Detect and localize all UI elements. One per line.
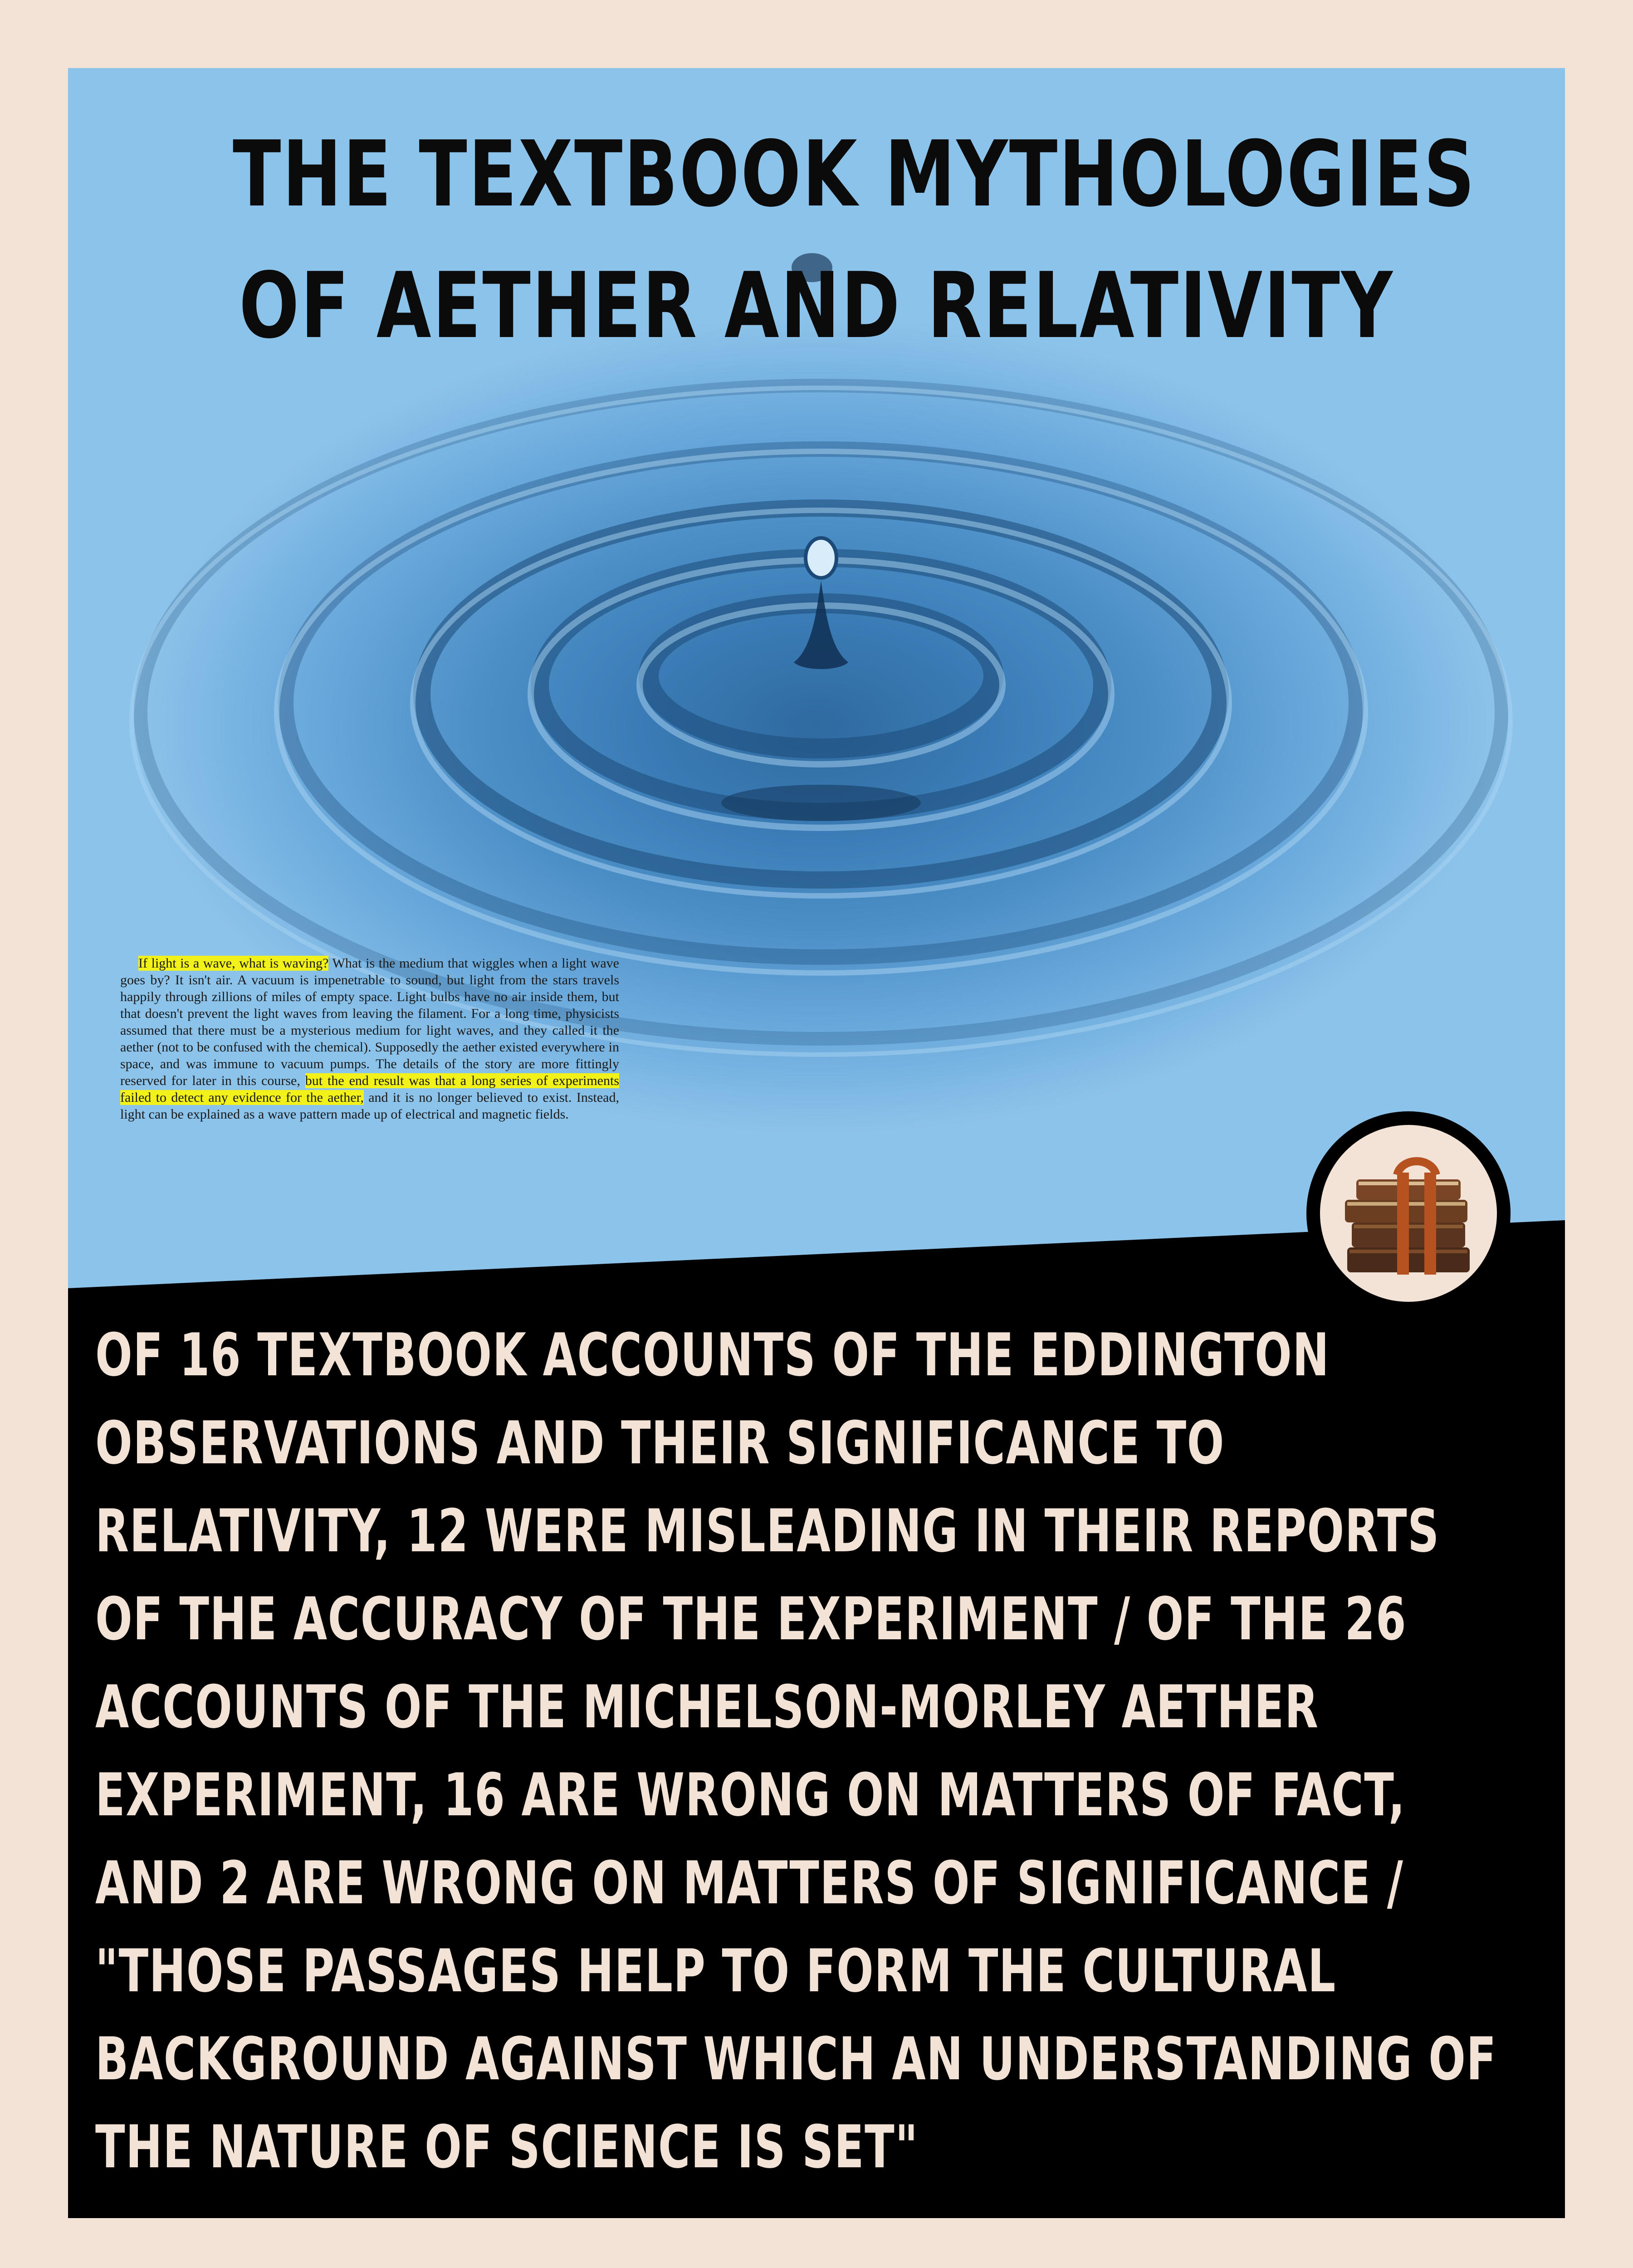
body-line: BACKGROUND AGAINST WHICH AN UNDERSTANDIN… bbox=[95, 2024, 1497, 2093]
highlighted-question: If light is a wave, what is waving? bbox=[138, 956, 329, 971]
title-line-2: OF AETHER AND RELATIVITY bbox=[239, 253, 1394, 359]
body-line: OF THE ACCURACY OF THE EXPERIMENT / OF T… bbox=[95, 1584, 1407, 1653]
body-line: EXPERIMENT, 16 ARE WRONG ON MATTERS OF F… bbox=[95, 1760, 1406, 1829]
body-line: AND 2 ARE WRONG ON MATTERS OF SIGNIFICAN… bbox=[95, 1848, 1404, 1917]
body-line: THE NATURE OF SCIENCE IS SET" bbox=[95, 2112, 919, 2181]
body-line: OF 16 TEXTBOOK ACCOUNTS OF THE EDDINGTON bbox=[95, 1320, 1330, 1389]
body-line: "THOSE PASSAGES HELP TO FORM THE CULTURA… bbox=[95, 1936, 1336, 2005]
excerpt-text-1: What is the medium that wiggles when a l… bbox=[120, 956, 619, 1088]
excerpt-text-2: and it is no longer believed to exist. I… bbox=[120, 1090, 619, 1122]
ripple-graphic bbox=[129, 253, 1513, 1057]
title-line-1: THE TEXTBOOK MYTHOLOGIES bbox=[233, 122, 1476, 227]
body-statement: OF 16 TEXTBOOK ACCOUNTS OF THE EDDINGTON… bbox=[95, 1311, 1497, 2191]
poster-title: THE TEXTBOOK MYTHOLOGIES OF AETHER AND R… bbox=[233, 109, 1476, 372]
body-line: ACCOUNTS OF THE MICHELSON-MORLEY AETHER bbox=[95, 1672, 1319, 1741]
books-badge bbox=[1306, 1111, 1511, 1315]
books-icon bbox=[1320, 1125, 1497, 1302]
textbook-excerpt: If light is a wave, what is waving? What… bbox=[120, 955, 619, 1123]
poster: THE TEXTBOOK MYTHOLOGIES OF AETHER AND R… bbox=[68, 68, 1565, 2218]
body-line: RELATIVITY, 12 WERE MISLEADING IN THEIR … bbox=[95, 1496, 1440, 1565]
body-line: OBSERVATIONS AND THEIR SIGNIFICANCE TO bbox=[95, 1408, 1225, 1477]
